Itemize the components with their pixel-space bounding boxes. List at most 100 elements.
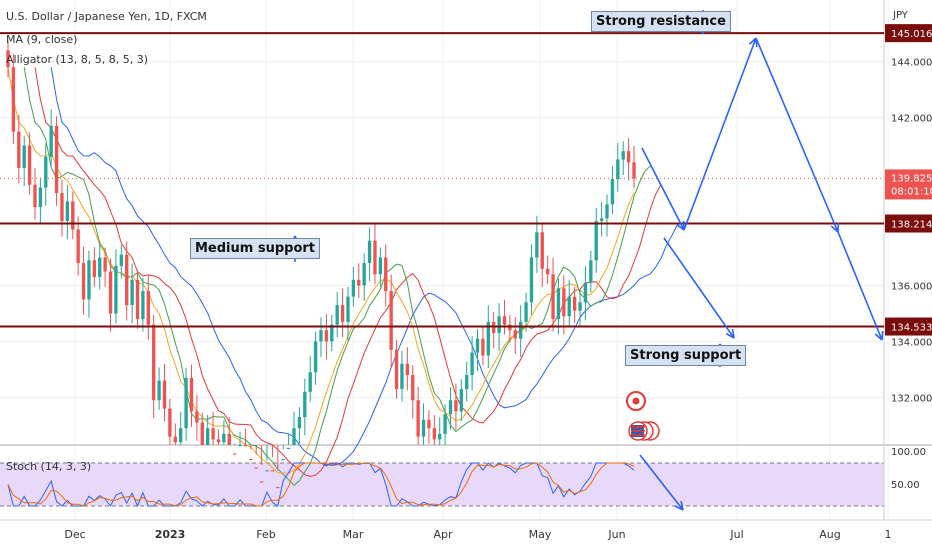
price-label-resistance: 145.016 <box>891 29 932 40</box>
candle-body <box>481 338 485 356</box>
candle-body <box>281 458 285 461</box>
candle-body <box>330 324 334 342</box>
indicators <box>7 67 678 486</box>
candle-body <box>599 218 604 222</box>
tick-136: 136.000 <box>891 281 932 292</box>
stoch-lines <box>7 462 635 508</box>
candle-body <box>626 151 631 163</box>
candle-body <box>308 372 312 392</box>
currency-label: JPY <box>892 10 909 21</box>
price-label-medium-bg <box>885 214 932 233</box>
arrow-down-1 <box>641 147 685 231</box>
candle-body <box>249 458 253 461</box>
candle-body <box>227 433 231 445</box>
tick-142: 142.000 <box>891 114 932 125</box>
candle-body <box>103 257 107 272</box>
candle-body <box>346 296 350 322</box>
arrow-down-2 <box>755 37 839 233</box>
candle-body <box>200 422 204 445</box>
alligator-jaw <box>50 67 678 466</box>
candle-body <box>238 445 242 447</box>
candle-body <box>205 428 210 445</box>
stoch-arrow-head <box>680 501 684 511</box>
candle-body <box>378 257 383 275</box>
candle-body <box>319 330 323 342</box>
candle-body <box>44 156 48 188</box>
stoch-band <box>0 463 884 506</box>
price-label-support: 134.533 <box>891 323 932 334</box>
ma-9-line <box>7 67 635 474</box>
arrow-down-3 <box>837 231 883 341</box>
candle-body <box>303 391 307 418</box>
arrow-down-3-head <box>874 333 883 341</box>
candle-body <box>324 330 329 342</box>
candle-body <box>497 316 501 334</box>
candle-body <box>443 414 447 434</box>
candle-body <box>373 240 377 275</box>
candle-body <box>38 187 43 208</box>
candle-body <box>470 352 474 376</box>
candle-body <box>189 377 194 412</box>
candle-body <box>17 131 21 168</box>
candle-body <box>152 324 156 401</box>
label-strong-resistance: Strong resistance <box>591 11 731 32</box>
xtick-1: 1 <box>885 528 892 541</box>
alligator-lips <box>23 67 651 486</box>
candle-body <box>578 302 582 311</box>
chart-title: U.S. Dollar / Japanese Yen, 1D, FXCM <box>6 10 207 23</box>
candle-body <box>265 470 269 472</box>
candle-body <box>173 436 177 443</box>
candle-body <box>179 428 183 443</box>
candle-body <box>141 291 145 320</box>
legend-ma: MA (9, close) <box>6 33 78 46</box>
candle-body <box>572 296 577 311</box>
candle-body <box>81 263 86 300</box>
xtick-2023: 2023 <box>155 528 186 541</box>
legend-stoch: Stoch (14, 3, 3) <box>6 460 92 473</box>
candle-body <box>292 428 296 445</box>
candle-body <box>632 162 636 179</box>
candle-body <box>583 282 588 303</box>
candle-body <box>486 321 490 356</box>
alligator-teeth <box>34 67 662 478</box>
candle-body <box>119 254 124 266</box>
candle-body <box>416 400 420 437</box>
candle-body <box>162 380 167 409</box>
tick-144: 144.000 <box>891 58 932 69</box>
candle-body <box>232 453 237 455</box>
price-label-support-bg <box>885 317 932 336</box>
stoch-tick-50: 50.00 <box>891 480 920 491</box>
axes: 144.000 142.000 136.000 134.000 132.000 JPY 14… <box>64 10 932 541</box>
legend-alligator: Alligator (13, 8, 5, 8, 5, 3) <box>6 53 149 66</box>
event-icon-dot <box>632 397 640 405</box>
candle-body <box>524 302 528 322</box>
arrow-down-alt-head <box>731 328 735 339</box>
stoch-tick-100: 100.00 <box>891 447 926 458</box>
candle-body <box>616 159 620 180</box>
xtick-may: May <box>529 528 552 541</box>
candle-body <box>114 265 118 314</box>
candle-body <box>60 193 64 222</box>
candle-body <box>276 486 280 489</box>
xtick-feb: Feb <box>256 528 275 541</box>
price-label-countdown: 08:01:10 <box>891 186 932 197</box>
candle-body <box>610 179 615 205</box>
candle-body <box>502 316 507 325</box>
stoch-d-line <box>7 462 635 507</box>
candle-body <box>195 411 199 423</box>
xtick-apr: Apr <box>433 528 453 541</box>
levels <box>0 32 884 328</box>
xtick-jul: Jul <box>729 528 743 541</box>
price-label-current-bg <box>885 169 932 200</box>
stoch-arrow-head <box>674 505 684 511</box>
candle-body <box>357 279 361 286</box>
candle-body <box>130 279 134 306</box>
xtick-dec: Dec <box>64 528 85 541</box>
event-icons <box>626 391 660 441</box>
candle-body <box>513 330 517 339</box>
candle-body <box>125 254 129 306</box>
candle-body <box>389 291 393 350</box>
candle-body <box>605 204 609 219</box>
candle-body <box>540 232 544 269</box>
arrow-up-1 <box>683 37 757 231</box>
